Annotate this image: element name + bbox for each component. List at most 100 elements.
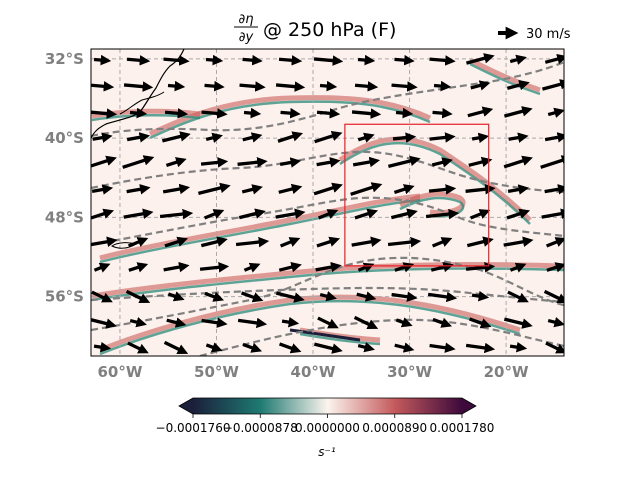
- wind-arrow: [430, 261, 454, 273]
- wind-arrow: [122, 155, 155, 169]
- wind-arrow: [123, 81, 154, 92]
- wind-arrow: [278, 261, 302, 273]
- wind-arrow: [394, 54, 415, 66]
- wind-arrow: [466, 236, 494, 248]
- wind-arrow: [279, 157, 302, 168]
- wind-arrow: [395, 317, 413, 328]
- wind-arrow: [278, 183, 303, 195]
- wind-arrow: [394, 342, 415, 353]
- wind-arrow: [313, 182, 343, 196]
- wind-arrow: [279, 237, 301, 248]
- wind-arrow: [508, 132, 529, 143]
- lon-tick-label: 60°W: [97, 363, 142, 381]
- wind-arrow: [428, 184, 457, 195]
- wind-arrow: [465, 342, 496, 354]
- colorbar-tick-label: −0.0000878: [223, 421, 298, 435]
- wind-arrow: [391, 81, 418, 92]
- wind-arrow: [509, 262, 527, 273]
- height-contour: [91, 150, 564, 194]
- wind-arrow: [164, 236, 189, 248]
- wind-arrow: [204, 80, 225, 92]
- field-positive-streak: [99, 193, 421, 261]
- wind-arrow: [313, 55, 344, 66]
- wind-arrow: [465, 183, 496, 195]
- lon-tick-label: 30°W: [387, 363, 432, 381]
- wind-arrow: [433, 80, 452, 92]
- wind-arrow: [354, 208, 379, 220]
- wind-arrow: [278, 55, 303, 66]
- wind-arrow: [431, 157, 453, 168]
- title-denominator: ∂y: [239, 30, 254, 45]
- wind-arrow: [354, 81, 379, 92]
- colorbar-unit: s⁻¹: [318, 445, 336, 459]
- wind-arrow: [93, 341, 112, 353]
- wind-arrow: [238, 208, 266, 220]
- wind-arrow: [509, 341, 528, 353]
- wind-arrow: [163, 55, 190, 66]
- wind-arrow: [319, 80, 338, 92]
- lon-tick-label: 20°W: [484, 363, 529, 381]
- wind-arrow: [546, 262, 564, 273]
- wind-arrow: [243, 262, 261, 273]
- wind-arrow: [357, 342, 375, 353]
- wind-arrow: [393, 184, 415, 195]
- lat-tick-label: 56°S: [45, 288, 84, 306]
- wind-arrow: [201, 317, 228, 328]
- wind-arrow: [352, 156, 381, 168]
- height-contour: [91, 196, 564, 247]
- height-contour: [91, 256, 564, 332]
- wind-arrow: [547, 107, 564, 118]
- lon-tick-label: 50°W: [194, 363, 239, 381]
- map-background: [91, 49, 564, 356]
- wind-arrow: [205, 342, 223, 353]
- wind-arrow: [205, 132, 223, 143]
- wind-arrow: [465, 262, 496, 273]
- wind-arrow: [387, 236, 422, 248]
- wind-arrow: [198, 182, 231, 195]
- wind-arrow: [350, 182, 383, 196]
- title-suffix: @ 250 hPa (F): [263, 19, 396, 41]
- field-positive-streak: [99, 294, 521, 353]
- wind-arrow: [277, 131, 304, 143]
- wind-arrow: [235, 236, 270, 248]
- coast-line-river: [119, 91, 165, 115]
- wind-arrow: [123, 208, 154, 219]
- wind-arrow: [127, 341, 149, 354]
- field-negative-streak: [91, 113, 201, 122]
- wind-arrow: [319, 291, 337, 302]
- wind-arrow: [240, 291, 264, 303]
- map-frame: [90, 48, 565, 357]
- wind-arrow: [205, 54, 224, 66]
- wind-arrow: [91, 81, 115, 92]
- wind-arrow: [544, 184, 564, 195]
- wind-arrow: [237, 156, 268, 168]
- wind-arrow: [91, 108, 118, 119]
- wind-arrow: [506, 208, 531, 220]
- wind-arrow: [128, 262, 149, 273]
- wind-arrow: [163, 340, 189, 355]
- wind-arrow: [237, 317, 268, 329]
- wind-arrow: [431, 237, 453, 248]
- wind-arrow: [316, 157, 341, 168]
- wind-arrow: [91, 236, 118, 247]
- wind-arrow: [465, 53, 495, 65]
- wind-arrow: [242, 54, 263, 66]
- wind-arrow: [351, 108, 382, 119]
- field-negative-streak: [469, 62, 541, 96]
- coast-line: [91, 49, 185, 139]
- field-negative-streak: [91, 267, 564, 302]
- wind-arrow: [316, 108, 341, 119]
- wind-arrow: [432, 107, 453, 119]
- wind-arrow: [278, 342, 302, 354]
- wind-arrow: [313, 342, 343, 354]
- wind-arrow: [468, 317, 492, 329]
- wind-arrow: [315, 261, 342, 273]
- wind-arrow: [163, 261, 190, 273]
- highlight-box: [344, 123, 490, 267]
- longitude-tick-labels: 60°W 50°W 40°W 30°W 20°W: [97, 363, 528, 381]
- wind-arrow: [545, 237, 564, 248]
- wind-arrow: [275, 81, 306, 92]
